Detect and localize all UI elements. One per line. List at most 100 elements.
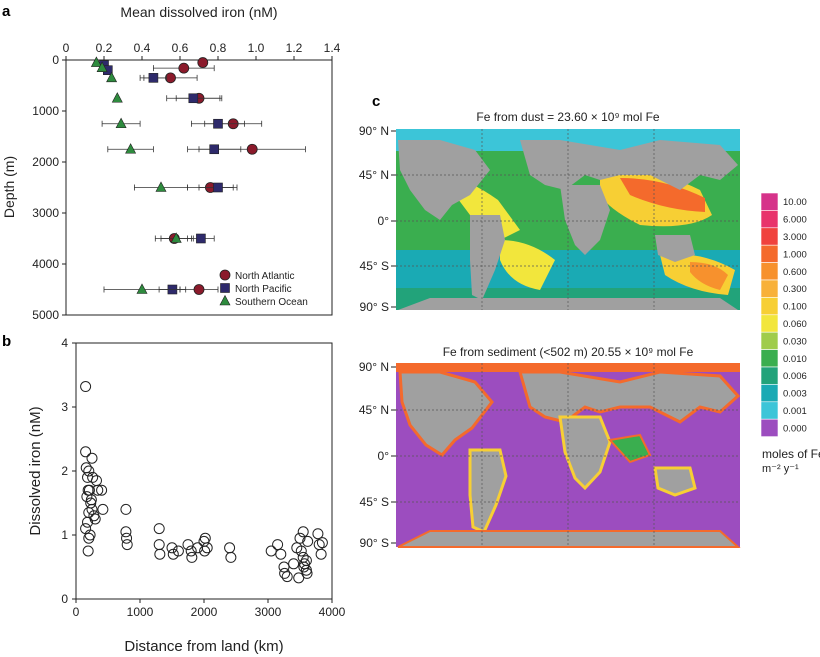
map-sediment-lat-label: 90° N (359, 360, 389, 374)
panel-b-point (96, 484, 108, 496)
panel-b-point (182, 539, 194, 551)
panel-b-point (85, 494, 97, 506)
panel-b-xtick-label: 0 (73, 605, 80, 619)
legend-southern-ocean-marker (219, 294, 231, 306)
panel-b-point (272, 539, 284, 551)
panel-a-point-north-pacific (196, 233, 206, 244)
map-dust-lat-label: 45° N (359, 168, 389, 182)
panel-b-point (89, 513, 101, 525)
panel-b-ytick-label: 1 (61, 528, 68, 542)
panel-a-point-north-pacific (188, 93, 199, 104)
legend-label: Southern Ocean (235, 297, 308, 308)
panel-b-point (301, 567, 313, 579)
panel-b-point (82, 516, 94, 528)
panel-a-point-north-pacific (209, 144, 219, 155)
panel-a-xtick-label: 1.0 (248, 41, 265, 55)
panel-b-point (199, 545, 211, 557)
panel-b-point (166, 542, 178, 554)
panel-a-xtick-label: 0 (63, 41, 70, 55)
colorbar-unit-line1: moles of Fe (762, 447, 820, 461)
panel-a-point-southern-ocean (106, 71, 118, 83)
panel-b-point (185, 545, 197, 557)
panel-c-maps: Fe from dust = 23.60 × 10⁹ mol Fe (359, 110, 820, 550)
panel-b-point (302, 535, 314, 547)
panel-letter-b: b (2, 333, 11, 350)
panel-b-point (186, 551, 198, 563)
panel-a-ytick-label: 5000 (32, 308, 59, 322)
map-sediment-lat-label: 90° S (360, 536, 389, 550)
panel-b-point (83, 532, 95, 544)
map-dust (396, 129, 740, 310)
panel-a-ytick-label: 0 (52, 53, 59, 67)
panel-b-xtick-label: 4000 (319, 605, 346, 619)
panel-a-point-southern-ocean (96, 61, 108, 72)
panel-b-point (297, 526, 309, 538)
colorbar-swatch (760, 314, 779, 333)
legend-north-atlantic-marker (219, 269, 231, 281)
panel-b-point (97, 503, 109, 515)
colorbar-swatch (760, 297, 779, 316)
colorbar: 10.00 6.000 3.000 1.000 0.600 0.300 0.100 0.060… (760, 192, 807, 437)
colorbar-label: 1.000 (783, 249, 807, 260)
map-sediment (396, 363, 741, 548)
panel-b-point (288, 558, 300, 570)
colorbar-label: 3.000 (783, 232, 807, 243)
panel-letter-c: c (372, 93, 380, 110)
colorbar-swatch (760, 401, 779, 420)
panel-a-point-southern-ocean (170, 232, 182, 243)
colorbar-label: 0.300 (783, 284, 807, 295)
colorbar-label: 0.000 (783, 423, 807, 434)
map-dust-lat-label: 90° N (359, 124, 389, 138)
panel-b-point (172, 545, 184, 557)
map-sediment-lat-labels: 90° N 45° N 0° 45° S 90° S (359, 360, 396, 550)
panel-a-ylabel: Depth (m) (1, 156, 17, 218)
map-sediment-lat-label: 45° N (359, 403, 389, 417)
map-dust-lat-label: 45° S (360, 259, 389, 273)
map-dust-lat-labels: 90° N 45° N 0° 45° S 90° S (359, 124, 396, 314)
panel-b-xlabel: Distance from land (km) (124, 638, 283, 655)
panel-b-point (201, 542, 213, 554)
colorbar-swatch (760, 331, 779, 350)
panel-a-chart: Mean dissolved iron (nM) Depth (m) 0 0.2 0… (1, 4, 341, 322)
panel-b-ylabel: Dissolved iron (nM) (27, 406, 44, 535)
legend-label: North Pacific (235, 284, 292, 295)
panel-a-xtick-label: 1.2 (286, 41, 303, 55)
colorbar-swatch (760, 349, 779, 368)
map-dust-lat-label: 90° S (360, 300, 389, 314)
colorbar-label: 0.060 (783, 319, 807, 330)
legend-label: North Atlantic (235, 271, 294, 282)
colorbar-label: 0.600 (783, 267, 807, 278)
panel-a-point-north-atlantic (197, 57, 209, 68)
panel-a-ytick-label: 2000 (32, 155, 59, 169)
map-sediment-lat-label: 45° S (360, 495, 389, 509)
panel-b-xtick-label: 3000 (255, 605, 282, 619)
panel-a-point-north-pacific (213, 182, 223, 193)
colorbar-swatch (760, 244, 779, 263)
panel-b-xtick-label: 1000 (127, 605, 154, 619)
panel-b-point (80, 462, 92, 474)
panel-b-point (80, 446, 92, 458)
panel-a-point-southern-ocean (136, 283, 148, 294)
panel-a-xlabel: Mean dissolved iron (nM) (120, 4, 277, 20)
panel-b-point (294, 532, 306, 544)
legend-north-pacific-marker (220, 283, 230, 293)
panel-b-ytick-label: 4 (61, 336, 68, 350)
panel-b-point (153, 523, 165, 535)
panel-b-point (120, 526, 132, 538)
panel-b-point (199, 532, 211, 544)
panel-a-point-southern-ocean (111, 92, 123, 103)
panel-a-xtick-label: 0.2 (96, 41, 113, 55)
colorbar-swatch (760, 279, 779, 298)
panel-b-frame (75, 342, 333, 600)
panel-a-point-north-atlantic (178, 62, 190, 74)
colorbar-swatch (760, 262, 779, 281)
panel-b-point (315, 548, 327, 560)
panel-a-point-north-atlantic (193, 284, 205, 295)
panel-b-point (265, 545, 277, 557)
colorbar-swatch (760, 192, 779, 211)
panel-a-xtick-label: 0.4 (134, 41, 151, 55)
colorbar-label: 0.006 (783, 371, 807, 382)
colorbar-swatch (760, 227, 779, 246)
colorbar-label: 0.100 (783, 302, 807, 313)
